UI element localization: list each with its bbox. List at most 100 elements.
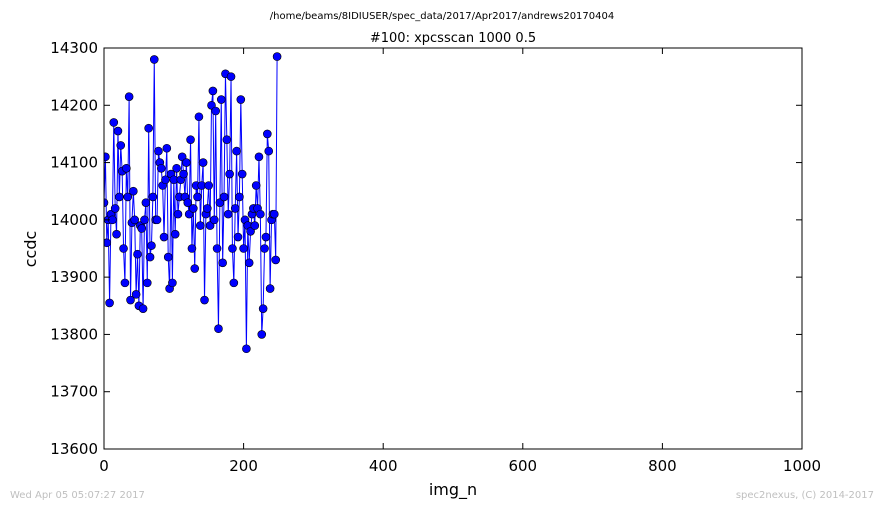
plot-area: 0 200 400 600 800 1000 13600 13700 13800 13900 14… <box>50 39 821 475</box>
data-point <box>152 215 162 225</box>
data-point <box>209 215 219 225</box>
data-point <box>120 278 130 288</box>
data-point <box>116 141 126 150</box>
data-point <box>154 146 163 156</box>
data-point <box>141 198 151 207</box>
data-point <box>225 169 234 179</box>
data-point <box>214 324 223 334</box>
data-point <box>200 295 209 305</box>
data-point <box>104 152 110 162</box>
data-point <box>232 146 241 156</box>
x-tick-label: 400 <box>369 457 398 475</box>
data-point <box>228 244 237 253</box>
x-tick-label: 800 <box>648 457 677 475</box>
data-point <box>254 152 264 162</box>
data-point <box>110 204 120 213</box>
data-point <box>105 298 114 308</box>
data-point <box>131 290 141 299</box>
data-point <box>126 295 135 305</box>
data-point <box>182 158 191 167</box>
x-tick-label: 200 <box>229 457 258 475</box>
data-point <box>212 244 222 253</box>
data-point <box>233 232 243 242</box>
series-layer <box>104 52 282 354</box>
data-point <box>115 192 124 202</box>
data-point <box>207 100 216 110</box>
data-point <box>138 304 148 313</box>
timestamp: Wed Apr 05 05:07:27 2017 <box>10 490 145 501</box>
data-point <box>239 244 248 253</box>
y-tick-label: 13600 <box>50 440 98 458</box>
data-point <box>122 164 131 173</box>
y-tick-label: 13800 <box>50 325 98 343</box>
x-axis-label: img_n <box>429 480 477 500</box>
data-point <box>260 244 269 253</box>
data-point <box>272 52 282 61</box>
data-point <box>196 221 205 230</box>
data-point <box>205 221 215 230</box>
data-point <box>162 143 172 153</box>
data-point <box>219 192 229 202</box>
data-point <box>242 344 251 354</box>
y-tick-label: 13900 <box>50 268 98 286</box>
y-axis-label: ccdc <box>21 231 40 268</box>
data-point <box>251 181 261 190</box>
data-point <box>230 204 240 213</box>
data-point <box>265 284 275 293</box>
x-tick-label: 1000 <box>783 457 821 475</box>
data-point <box>222 135 232 144</box>
data-point <box>250 221 260 230</box>
data-point <box>261 232 271 242</box>
data-point <box>183 198 193 207</box>
data-point <box>170 229 180 239</box>
data-point <box>216 95 226 104</box>
y-axis: 13600 13700 13800 13900 14000 14100 14200 14300 <box>50 39 802 458</box>
data-point <box>140 215 149 225</box>
data-point <box>113 126 123 136</box>
data-point <box>258 304 268 313</box>
data-point <box>104 198 109 207</box>
data-point <box>246 227 255 236</box>
y-tick-label: 14100 <box>50 154 98 172</box>
data-point <box>223 209 233 219</box>
plot-frame <box>103 47 803 450</box>
x-tick-label: 600 <box>508 457 537 475</box>
chart-title: #100: xpcsscan 1000 0.5 <box>370 31 536 46</box>
y-tick-label: 14300 <box>50 39 98 57</box>
data-point <box>163 252 173 262</box>
data-point <box>244 258 254 268</box>
x-axis: 0 200 400 600 800 1000 <box>99 48 821 475</box>
data-point <box>229 278 239 288</box>
data-point <box>173 209 183 219</box>
data-point <box>204 181 213 190</box>
data-point <box>257 330 267 339</box>
data-point <box>208 86 218 96</box>
data-point <box>271 255 281 265</box>
data-point <box>137 224 146 233</box>
data-point <box>172 164 181 173</box>
x-tick-label: 0 <box>99 457 109 475</box>
data-point <box>270 209 279 219</box>
y-tick-label: 13700 <box>50 383 98 401</box>
y-tick-label: 14200 <box>50 96 98 114</box>
data-point <box>211 106 220 116</box>
data-point <box>186 135 195 144</box>
data-point <box>133 249 142 259</box>
data-point <box>147 241 156 250</box>
data-point <box>263 129 272 139</box>
data-point <box>237 169 247 179</box>
data-point <box>193 192 202 202</box>
data-point <box>124 92 134 101</box>
data-point <box>256 209 265 219</box>
data-point <box>109 118 119 127</box>
data-point <box>184 209 194 219</box>
data-point <box>104 238 112 248</box>
data-point <box>203 204 212 213</box>
data-point <box>187 244 197 253</box>
data-point <box>148 192 158 202</box>
data-point <box>142 278 152 288</box>
data-point <box>264 146 274 156</box>
data-point <box>215 198 225 207</box>
data-point <box>179 169 188 179</box>
